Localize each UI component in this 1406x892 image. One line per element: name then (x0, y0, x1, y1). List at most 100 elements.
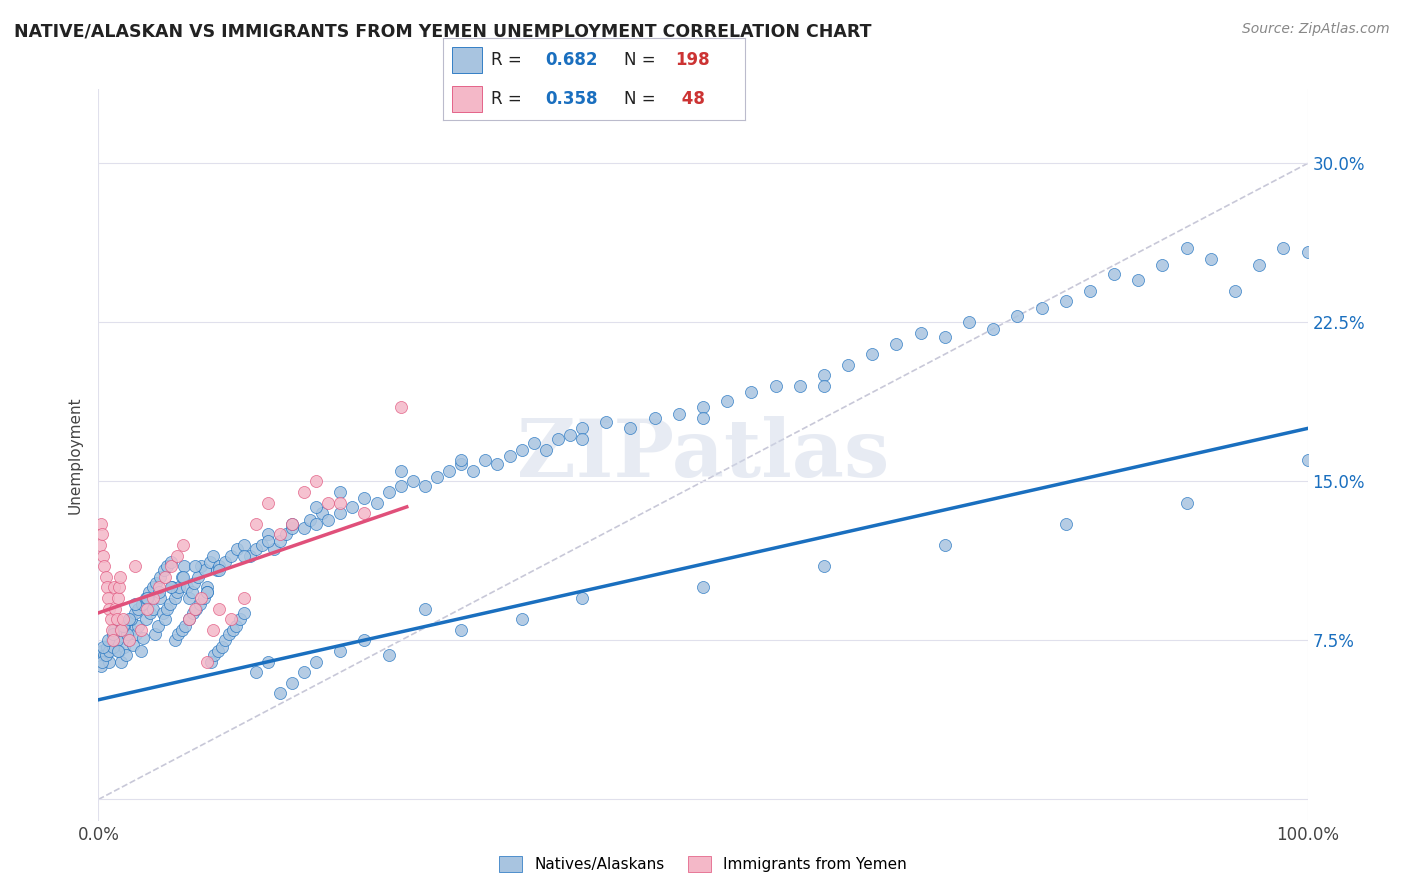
Point (274, 527, 297, 541)
Point (644, 410, 666, 425)
Point (186, 601, 208, 615)
Point (269, 527, 291, 541)
Point (166, 584, 188, 599)
Point (173, 559, 195, 574)
Point (221, 549, 243, 563)
Point (91, 644, 114, 658)
Point (188, 598, 211, 612)
Point (450, 623, 472, 637)
Point (108, 570, 131, 584)
Text: N =: N = (624, 90, 661, 108)
Point (1175, 495, 1198, 509)
Point (159, 598, 181, 612)
Point (170, 570, 193, 584)
Point (142, 601, 165, 615)
Text: R =: R = (491, 90, 527, 108)
Point (208, 564, 231, 578)
Point (510, 442, 533, 457)
Point (100, 633, 122, 648)
Legend: Natives/Alaskans, Immigrants from Yemen: Natives/Alaskans, Immigrants from Yemen (492, 848, 914, 880)
Point (142, 581, 165, 595)
Point (112, 640, 135, 654)
Point (176, 581, 198, 595)
Point (232, 591, 254, 605)
Point (200, 655, 222, 669)
Text: ZIPatlas: ZIPatlas (517, 416, 889, 494)
Point (281, 521, 304, 535)
Text: 0.682: 0.682 (546, 51, 598, 69)
Point (172, 570, 194, 584)
Point (1199, 252, 1222, 266)
Text: 0.358: 0.358 (546, 90, 598, 108)
Point (135, 612, 157, 626)
Point (377, 648, 399, 663)
Point (100, 612, 122, 626)
Point (103, 581, 125, 595)
Point (195, 584, 218, 599)
Point (571, 421, 593, 435)
Point (205, 564, 228, 578)
Point (202, 549, 225, 563)
Point (474, 453, 496, 467)
Point (239, 549, 262, 563)
Point (269, 686, 291, 700)
Point (353, 491, 375, 506)
Point (498, 449, 520, 463)
Point (281, 516, 304, 531)
Point (765, 379, 787, 393)
Point (366, 495, 388, 509)
Point (94, 570, 117, 584)
Point (170, 623, 193, 637)
Point (329, 495, 352, 509)
Point (100, 623, 122, 637)
Point (1128, 273, 1150, 287)
Point (98, 601, 121, 615)
Point (305, 655, 328, 669)
Point (281, 676, 304, 690)
Point (813, 559, 835, 574)
Point (716, 393, 738, 408)
Point (97, 633, 120, 648)
Point (218, 627, 240, 641)
Point (214, 555, 236, 569)
Point (837, 358, 859, 372)
Point (103, 623, 125, 637)
Point (377, 485, 399, 500)
Point (142, 591, 165, 605)
Point (208, 601, 231, 615)
Point (90, 516, 112, 531)
Point (692, 410, 714, 425)
Point (97, 591, 120, 605)
Point (145, 576, 167, 591)
Point (558, 427, 581, 442)
Point (184, 559, 207, 574)
Point (129, 623, 152, 637)
Point (1175, 241, 1198, 255)
Point (245, 665, 267, 680)
Point (957, 315, 980, 329)
Point (437, 464, 460, 478)
Point (160, 559, 183, 574)
Point (1078, 284, 1101, 298)
Point (101, 627, 124, 641)
Point (740, 385, 762, 400)
Point (184, 601, 207, 615)
Point (571, 432, 593, 446)
Text: Source: ZipAtlas.com: Source: ZipAtlas.com (1241, 22, 1389, 37)
Point (232, 538, 254, 552)
Point (194, 564, 217, 578)
Point (163, 633, 186, 648)
Point (202, 623, 225, 637)
Point (112, 618, 135, 632)
Point (195, 584, 218, 599)
Point (93, 648, 115, 663)
Point (174, 618, 197, 632)
Point (187, 570, 209, 584)
Point (108, 623, 131, 637)
Point (1223, 284, 1246, 298)
Point (910, 326, 932, 340)
FancyBboxPatch shape (451, 86, 482, 112)
FancyBboxPatch shape (451, 46, 482, 73)
Point (107, 644, 129, 658)
Point (110, 623, 132, 637)
